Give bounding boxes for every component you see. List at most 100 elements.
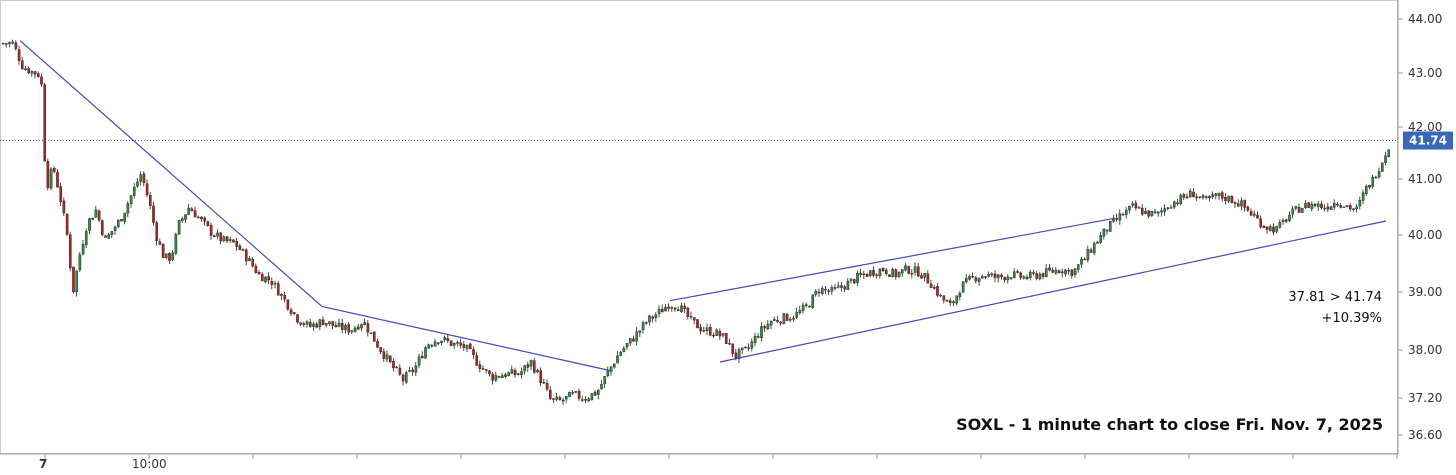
candle-up	[1288, 214, 1291, 221]
candle-up	[110, 231, 114, 235]
candle-down	[46, 161, 50, 188]
candle-down	[888, 274, 891, 277]
candle-down	[289, 309, 293, 314]
y-tick-label: 39.00	[1408, 285, 1442, 299]
candle-down	[792, 318, 795, 320]
candle-up	[721, 333, 725, 336]
candle-down	[277, 283, 280, 296]
candle-up	[177, 220, 181, 235]
trendlines-group	[19, 40, 1387, 372]
candle-up	[1291, 208, 1294, 215]
y-tick-marks	[1398, 18, 1403, 436]
candle-up	[968, 276, 971, 280]
candle-down	[254, 265, 258, 273]
candle-up	[1160, 210, 1163, 213]
candle-up	[680, 305, 683, 313]
candle-up	[337, 322, 341, 327]
candle-down	[235, 241, 239, 247]
candle-down	[699, 327, 702, 332]
candle-down	[257, 272, 261, 275]
candle-up	[1156, 211, 1160, 214]
candle-up	[897, 271, 901, 277]
candle-down	[971, 276, 974, 278]
candle-down	[238, 245, 242, 250]
candle-down	[449, 340, 453, 346]
candle-down	[65, 214, 69, 235]
candle-down	[552, 398, 555, 400]
candle-up	[139, 174, 143, 182]
candle-up	[689, 316, 693, 318]
candle-up	[1086, 249, 1090, 261]
candle-down	[1176, 202, 1179, 204]
candle-up	[878, 268, 882, 277]
candle-up	[590, 393, 594, 400]
candle-up	[1038, 273, 1042, 280]
candle-down	[1035, 273, 1038, 279]
candle-down	[321, 319, 325, 325]
candle-down	[309, 322, 312, 327]
y-tick-label: 44.00	[1408, 12, 1442, 26]
candle-down	[539, 370, 542, 383]
candle-up	[1080, 258, 1083, 265]
candle-up	[1358, 199, 1362, 207]
candle-up	[510, 369, 514, 374]
candle-down	[1345, 205, 1349, 207]
candle-down	[1348, 205, 1352, 210]
candle-down	[1339, 205, 1342, 208]
candle-down	[1320, 203, 1323, 209]
candle-down	[549, 389, 552, 399]
candle-down	[1284, 219, 1288, 222]
candle-down	[785, 314, 789, 321]
candle-down	[459, 342, 463, 346]
candle-down	[331, 321, 335, 326]
candle-up	[136, 181, 139, 187]
candle-down	[475, 355, 479, 366]
candle-up	[984, 276, 987, 278]
candle-down	[1262, 225, 1266, 228]
candle-down	[206, 221, 210, 226]
candle-down	[872, 270, 875, 276]
candle-up	[501, 375, 504, 379]
candle-down	[1019, 272, 1022, 278]
candle-down	[1057, 270, 1061, 273]
candle-up	[619, 351, 622, 356]
candle-up	[798, 310, 802, 313]
candle-up	[443, 337, 447, 341]
candle-up	[910, 272, 914, 275]
candle-down	[712, 334, 715, 337]
candle-down	[686, 307, 690, 317]
candle-up	[769, 320, 773, 326]
candle-down	[757, 336, 760, 338]
candle-up	[129, 195, 133, 204]
candle-down	[1009, 277, 1013, 279]
candle-down	[1265, 226, 1269, 230]
candle-down	[1307, 202, 1310, 209]
candle-up	[744, 346, 747, 349]
candle-up	[1300, 208, 1304, 213]
candle-down	[244, 249, 248, 262]
candle-down	[40, 76, 43, 85]
candle-down	[251, 258, 255, 267]
candle-down	[190, 208, 194, 212]
candle-down	[1105, 229, 1109, 232]
candle-down	[542, 381, 546, 384]
candle-up	[821, 288, 824, 294]
candle-up	[645, 322, 648, 324]
candle-up	[1131, 203, 1134, 206]
candle-up	[1195, 196, 1198, 198]
candle-up	[1380, 162, 1384, 172]
candle-up	[1092, 243, 1096, 254]
candle-up	[8, 42, 11, 45]
candle-up	[1217, 192, 1221, 197]
candle-down	[286, 299, 290, 310]
candle-up	[789, 319, 792, 321]
candle-up	[603, 376, 606, 385]
candle-down	[1, 42, 5, 45]
candle-down	[952, 301, 955, 304]
candle-up	[833, 287, 837, 289]
candle-down	[366, 323, 370, 333]
candle-up	[965, 277, 968, 283]
candle-down	[145, 183, 149, 196]
candle-down	[43, 84, 46, 162]
candle-up	[369, 332, 373, 335]
